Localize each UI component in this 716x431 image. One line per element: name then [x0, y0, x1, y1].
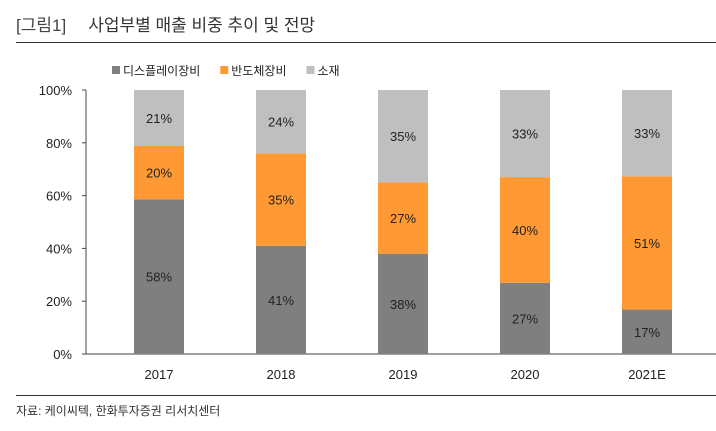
bar-segment	[622, 90, 672, 177]
bar-segment	[378, 90, 428, 183]
source-note: 자료: 케이씨텍, 한화투자증권 리서치센터	[16, 404, 221, 418]
bar-segment	[378, 182, 428, 254]
bar-segment	[134, 90, 184, 146]
bar-segment	[256, 90, 306, 154]
data-label: 40%	[512, 223, 538, 238]
bar-segment	[134, 199, 184, 354]
data-label: 17%	[634, 325, 660, 340]
y-tick-label: 0%	[53, 347, 72, 362]
figure-label: [그림1]	[16, 16, 67, 35]
bar-segment	[500, 282, 550, 354]
data-label: 24%	[268, 115, 294, 130]
x-tick-label: 2017	[145, 367, 174, 382]
y-tick-label: 40%	[46, 241, 72, 256]
title-divider	[16, 42, 716, 43]
footer-divider	[16, 395, 716, 396]
y-tick-label: 20%	[46, 294, 72, 309]
x-tick-label: 2020	[511, 367, 540, 382]
bar-segment	[622, 309, 672, 354]
data-label: 33%	[634, 126, 660, 141]
y-tick-label: 80%	[46, 136, 72, 151]
bar-segment	[378, 253, 428, 354]
legend-swatch	[220, 66, 229, 74]
legend-swatch	[306, 66, 315, 74]
data-label: 33%	[512, 127, 538, 142]
data-label: 27%	[390, 211, 416, 226]
data-label: 35%	[268, 193, 294, 208]
data-label: 51%	[634, 236, 660, 251]
title-text: 사업부별 매출 비중 추이 및 전망	[88, 16, 316, 35]
data-label: 38%	[390, 297, 416, 312]
bar-segment	[500, 177, 550, 283]
y-tick-label: 100%	[39, 83, 73, 98]
x-tick-label: 2019	[389, 367, 418, 382]
bar-segment	[134, 146, 184, 200]
stacked-bar-chart: 0% 20% 40% 60% 80% 100% 58% 20% 21% 2017 41% 35% 24%…	[39, 64, 716, 382]
legend-label: 디스플레이장비	[123, 64, 200, 78]
bar-segment	[500, 90, 550, 178]
bar-segment	[256, 153, 306, 246]
bar-segment	[256, 245, 306, 354]
data-label: 35%	[390, 129, 416, 144]
legend-label: 반도체장비	[231, 64, 286, 78]
data-label: 41%	[268, 293, 294, 308]
legend-swatch	[112, 66, 120, 74]
data-label: 27%	[512, 311, 538, 326]
x-tick-label: 2021E	[628, 367, 666, 382]
bar-segment	[622, 176, 672, 310]
chart-title: [그림1] 사업부별 매출 비중 추이 및 전망	[16, 11, 315, 36]
y-tick-label: 60%	[46, 189, 72, 204]
data-label: 21%	[146, 111, 172, 126]
data-label: 58%	[146, 270, 172, 285]
data-label: 20%	[146, 166, 172, 181]
legend-label: 소재	[317, 64, 339, 78]
x-tick-label: 2018	[267, 367, 296, 382]
